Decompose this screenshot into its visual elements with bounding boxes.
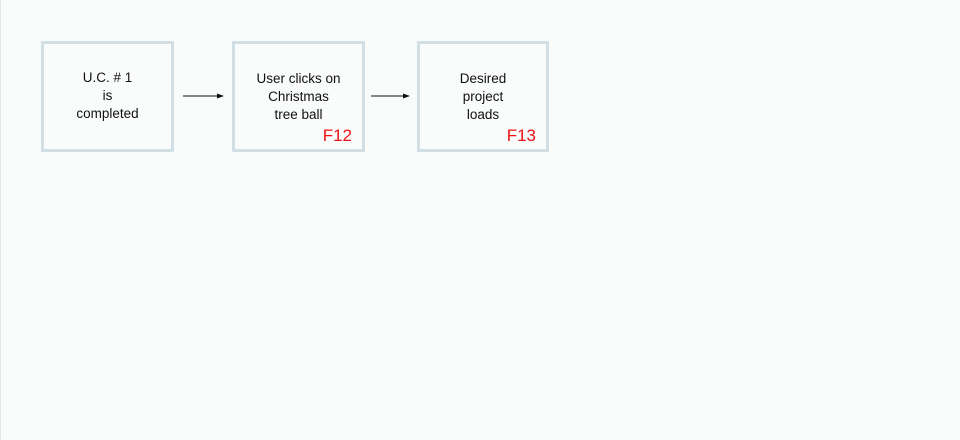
flow-step-line: Christmas xyxy=(268,89,329,104)
flow-step-line: User clicks on xyxy=(256,71,341,86)
flow-step-line: completed xyxy=(76,106,139,121)
flow-step-line: is xyxy=(102,88,113,103)
function-code-label: F13 xyxy=(506,126,536,145)
flow-step-text: U.C. # 1 is completed xyxy=(44,69,171,123)
flow-step-project-loads: Desired project loads F13 xyxy=(417,41,549,152)
flow-step-line: tree ball xyxy=(274,107,323,122)
flow-arrow-1 xyxy=(183,93,224,99)
function-code-label: F12 xyxy=(322,126,352,145)
flow-step-user-clicks-ball: User clicks on Christmas tree ball F12 xyxy=(232,41,365,152)
flow-arrow-2 xyxy=(371,93,410,99)
flow-step-line: project xyxy=(462,89,504,104)
arrowhead-icon xyxy=(403,93,410,99)
flow-step-uc1-completed: U.C. # 1 is completed xyxy=(41,41,174,152)
flow-step-line: Desired xyxy=(459,71,507,86)
flow-step-line: loads xyxy=(466,107,500,122)
arrowhead-icon xyxy=(217,93,224,99)
flow-step-text: Desired project loads xyxy=(420,70,546,124)
flow-step-line: U.C. # 1 xyxy=(82,70,133,85)
canvas-left-border xyxy=(0,0,1,440)
flow-step-text: User clicks on Christmas tree ball xyxy=(235,70,362,124)
